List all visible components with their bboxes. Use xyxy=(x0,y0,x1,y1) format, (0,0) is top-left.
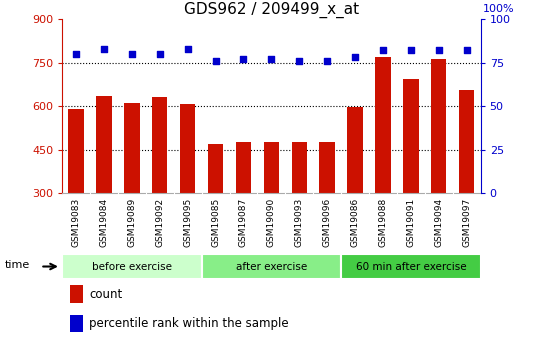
Bar xyxy=(180,104,195,193)
Text: GSM19095: GSM19095 xyxy=(183,198,192,247)
Text: count: count xyxy=(89,288,123,300)
Point xyxy=(323,58,332,63)
Text: GSM19097: GSM19097 xyxy=(462,198,471,247)
Bar xyxy=(320,141,335,193)
Text: GSM19085: GSM19085 xyxy=(211,198,220,247)
Point xyxy=(156,51,164,57)
Point xyxy=(183,46,192,51)
Point xyxy=(407,48,415,53)
Text: GSM19088: GSM19088 xyxy=(379,198,388,247)
Bar xyxy=(403,79,418,193)
Bar xyxy=(347,107,363,193)
Bar xyxy=(292,141,307,193)
Bar xyxy=(70,315,83,332)
Bar xyxy=(375,57,390,193)
Text: GSM19083: GSM19083 xyxy=(71,198,80,247)
Bar xyxy=(96,96,112,193)
Point xyxy=(462,48,471,53)
Bar xyxy=(62,254,201,279)
Point xyxy=(351,55,360,60)
Bar xyxy=(431,59,447,193)
Text: GSM19093: GSM19093 xyxy=(295,198,303,247)
Title: GDS962 / 209499_x_at: GDS962 / 209499_x_at xyxy=(184,1,359,18)
Text: GSM19091: GSM19091 xyxy=(406,198,415,247)
Bar xyxy=(208,145,223,193)
Point xyxy=(211,58,220,63)
Point xyxy=(239,56,248,62)
Text: GSM19092: GSM19092 xyxy=(156,198,164,247)
Text: after exercise: after exercise xyxy=(236,262,307,272)
Text: GSM19086: GSM19086 xyxy=(350,198,360,247)
Text: 100%: 100% xyxy=(483,4,515,14)
Point xyxy=(72,51,80,57)
Point xyxy=(127,51,136,57)
Text: 60 min after exercise: 60 min after exercise xyxy=(355,262,466,272)
Text: GSM19084: GSM19084 xyxy=(99,198,109,247)
Bar xyxy=(69,109,84,193)
Bar xyxy=(236,142,251,193)
Point xyxy=(379,48,387,53)
Point xyxy=(99,46,108,51)
Bar xyxy=(124,103,139,193)
Text: GSM19087: GSM19087 xyxy=(239,198,248,247)
Text: GSM19094: GSM19094 xyxy=(434,198,443,247)
Text: percentile rank within the sample: percentile rank within the sample xyxy=(89,317,289,330)
Bar xyxy=(264,142,279,193)
Point xyxy=(267,56,275,62)
Text: time: time xyxy=(5,260,30,270)
Text: GSM19089: GSM19089 xyxy=(127,198,136,247)
Bar xyxy=(341,254,481,279)
Point xyxy=(434,48,443,53)
Bar xyxy=(459,90,474,193)
Bar xyxy=(152,97,167,193)
Bar xyxy=(70,285,83,303)
Text: GSM19090: GSM19090 xyxy=(267,198,276,247)
Point xyxy=(295,58,303,63)
Text: GSM19096: GSM19096 xyxy=(323,198,332,247)
Bar xyxy=(201,254,341,279)
Text: before exercise: before exercise xyxy=(92,262,172,272)
